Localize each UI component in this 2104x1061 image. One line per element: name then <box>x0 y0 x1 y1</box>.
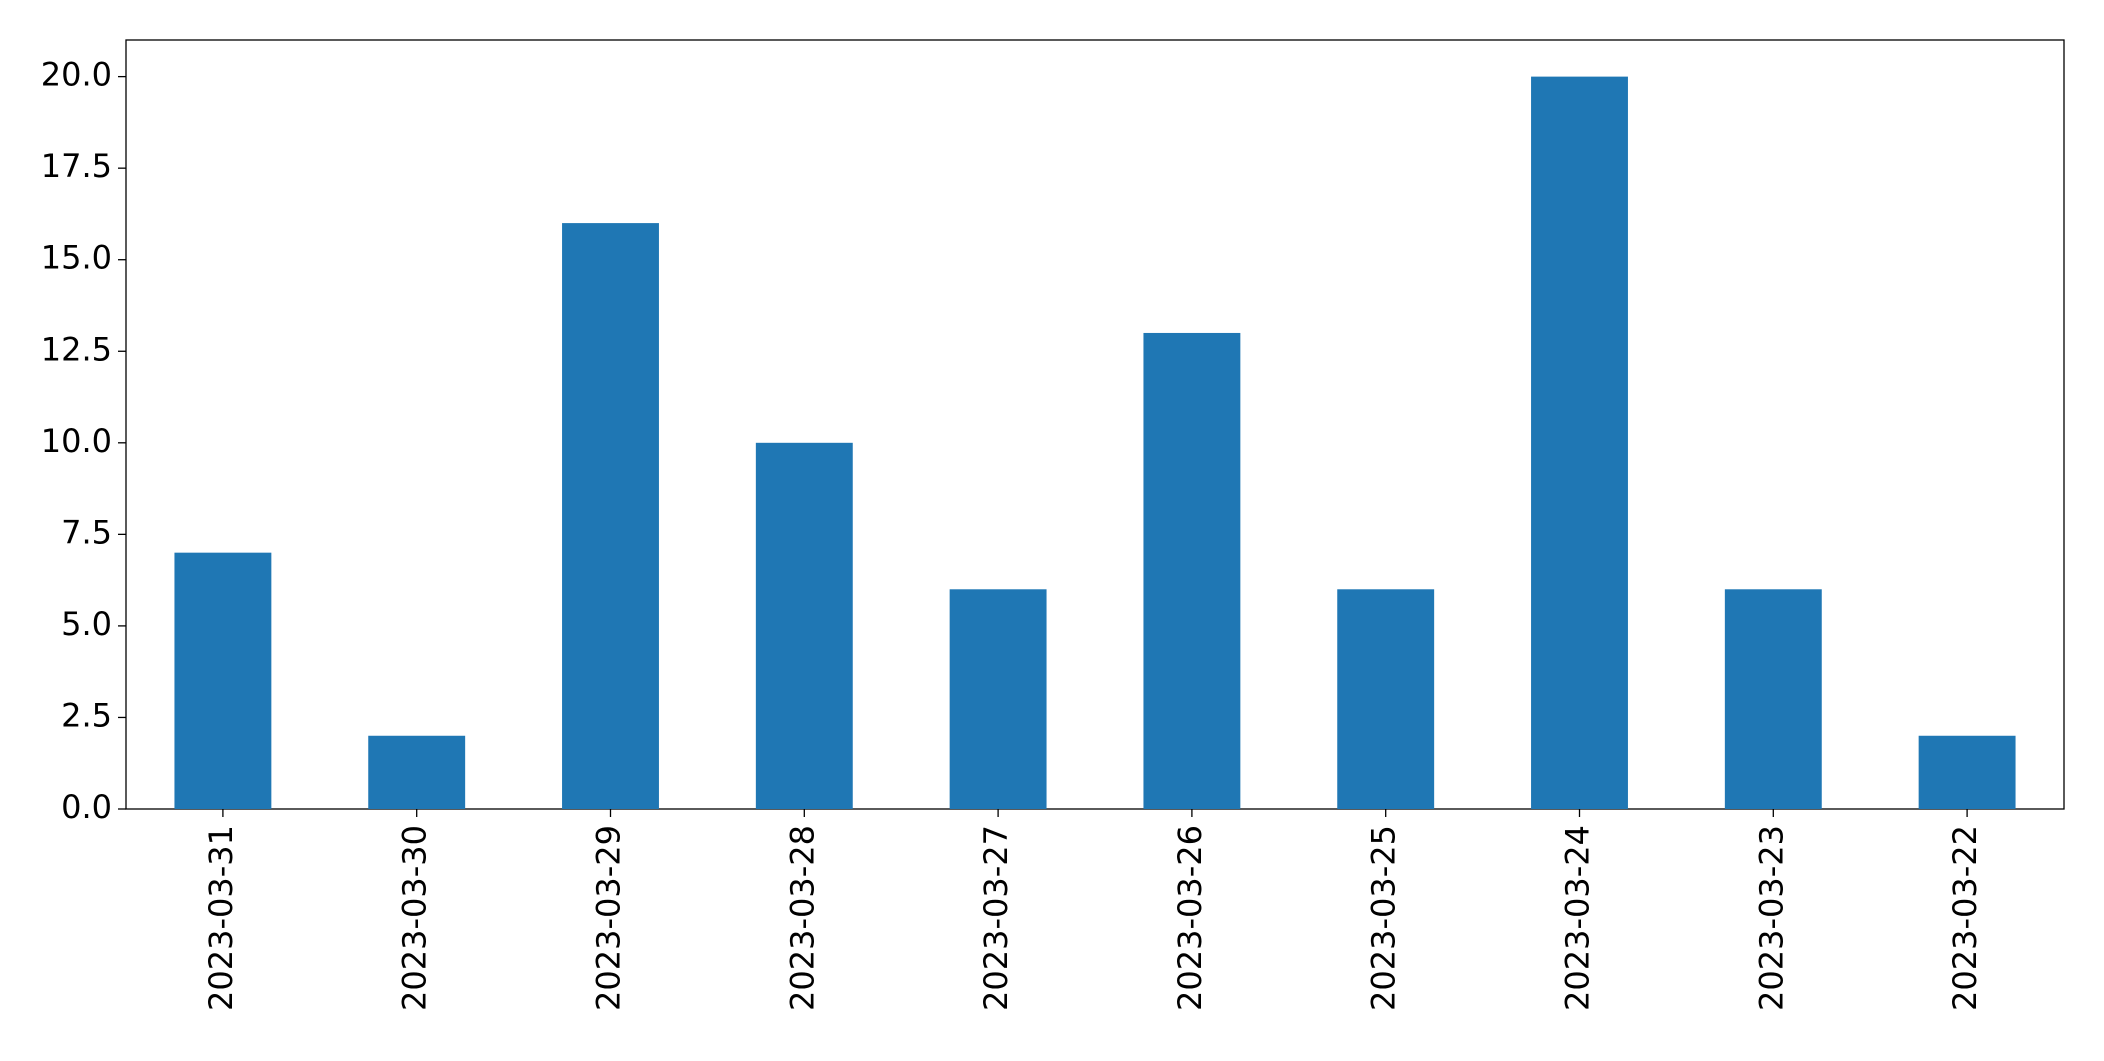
x-tick-label: 2023-03-26 <box>1171 825 1209 1011</box>
x-tick-label: 2023-03-25 <box>1365 825 1403 1011</box>
y-tick-label: 2.5 <box>61 696 112 734</box>
y-tick-label: 5.0 <box>61 605 112 643</box>
y-tick-label: 10.0 <box>41 422 112 460</box>
x-tick-label: 2023-03-31 <box>202 825 240 1011</box>
bar <box>1531 76 1628 810</box>
bar <box>1918 735 2016 809</box>
y-tick-label: 0.0 <box>61 788 112 826</box>
bar <box>949 589 1047 809</box>
x-tick-label: 2023-03-27 <box>977 825 1015 1011</box>
bar <box>1724 589 1822 809</box>
y-tick-label: 7.5 <box>61 513 112 551</box>
bar <box>368 735 466 809</box>
bar <box>562 223 659 810</box>
y-tick-label: 20.0 <box>41 56 112 94</box>
x-tick-label: 2023-03-23 <box>1752 825 1790 1011</box>
x-tick-label: 2023-03-29 <box>590 825 628 1011</box>
x-tick-label: 2023-03-28 <box>783 825 821 1011</box>
x-tick-label: 2023-03-24 <box>1559 825 1597 1011</box>
bar <box>1337 589 1435 809</box>
bar <box>1143 332 1241 809</box>
bar <box>174 552 272 809</box>
y-tick-label: 15.0 <box>41 239 112 277</box>
x-tick-label: 2023-03-30 <box>396 825 434 1011</box>
plot-frame <box>125 39 2065 810</box>
x-tick-label: 2023-03-22 <box>1946 825 1984 1011</box>
bar <box>755 442 853 809</box>
y-tick-label: 17.5 <box>41 147 112 185</box>
y-tick-label: 12.5 <box>41 330 112 368</box>
